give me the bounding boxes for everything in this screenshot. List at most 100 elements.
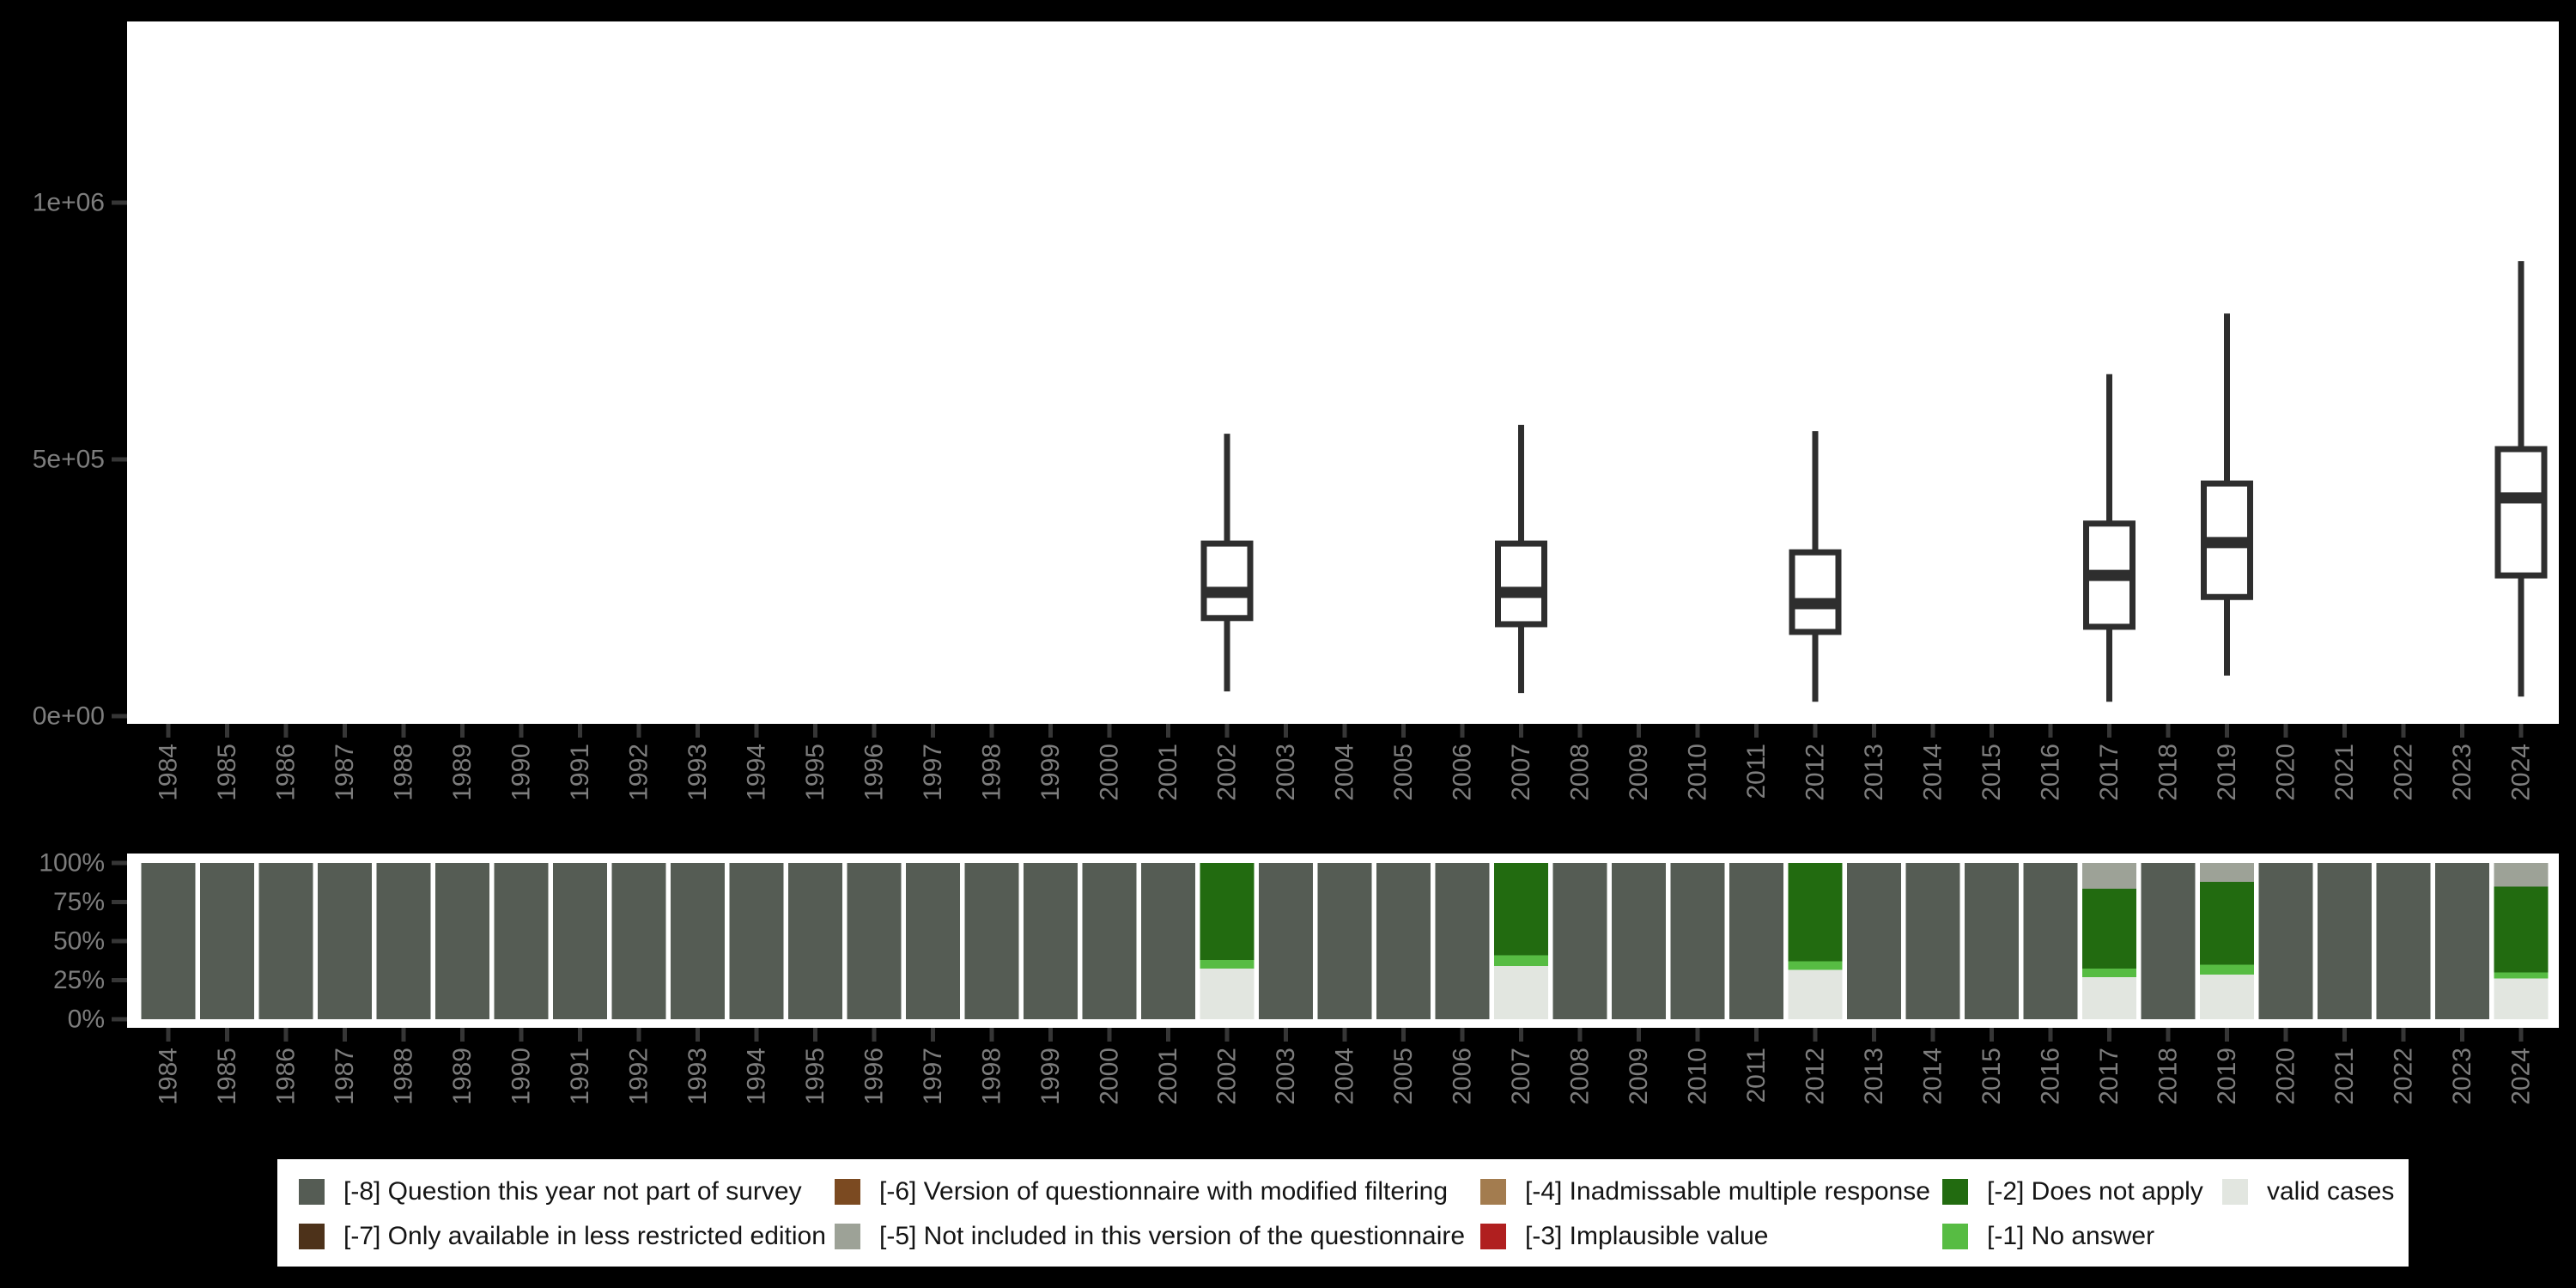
bar-segment-valid	[2494, 978, 2549, 1019]
bar-segment--8	[200, 863, 254, 1019]
bar-segment--1	[1200, 959, 1255, 969]
y-axis-tick-label: 50%	[53, 927, 105, 956]
x-axis-year-label: 1992	[625, 1048, 653, 1105]
bar-segment-valid	[1788, 969, 1843, 1019]
x-axis-year-label: 2007	[1507, 744, 1535, 801]
x-axis-year-label: 2022	[2390, 744, 2418, 801]
bar-segment--8	[1729, 863, 1783, 1019]
bar-segment--8	[1376, 863, 1431, 1019]
x-axis-year-label: 2014	[1919, 1048, 1947, 1105]
x-axis-year-label: 2013	[1860, 744, 1888, 801]
x-axis-year-label: 1985	[213, 1048, 241, 1105]
bar-segment--8	[1670, 863, 1725, 1019]
x-axis-year-label: 1997	[919, 1048, 947, 1105]
x-axis-year-label: 2009	[1625, 1048, 1653, 1105]
y-axis-tick-label: 0e+00	[33, 702, 105, 731]
x-axis-year-label: 2010	[1684, 1048, 1712, 1105]
legend-swatch	[2222, 1179, 2248, 1205]
legend-item: [-2] Does not apply	[1942, 1176, 2203, 1207]
x-axis-year-label: 2021	[2330, 1048, 2359, 1105]
boxplot-box	[2494, 446, 2548, 579]
x-axis-year-label: 1999	[1036, 1048, 1065, 1105]
y-axis-tick-label: 5e+05	[33, 446, 105, 474]
bar-segment--8	[1317, 863, 1372, 1019]
x-axis-year-label: 2015	[1978, 1048, 2006, 1105]
bar-segment--8	[494, 863, 549, 1019]
y-axis-tick-label: 100%	[39, 849, 105, 878]
x-axis-year-label: 2010	[1684, 744, 1712, 801]
x-axis-year-label: 2018	[2154, 744, 2183, 801]
bar-segment--8	[671, 863, 725, 1019]
legend-item-label: [-4] Inadmissable multiple response	[1525, 1177, 1930, 1206]
bar-segment-valid	[2200, 975, 2254, 1019]
x-axis-year-label: 1991	[566, 744, 594, 801]
bar-segment--8	[258, 863, 313, 1019]
legend-item: [-1] No answer	[1942, 1221, 2154, 1252]
bar-segment--5	[2494, 863, 2549, 887]
bar-segment--8	[1082, 863, 1137, 1019]
bar-segment-valid	[1494, 966, 1548, 1019]
x-axis-year-label: 1996	[860, 1048, 889, 1105]
y-axis-tick-label: 75%	[53, 888, 105, 916]
bar-segment--8	[1612, 863, 1666, 1019]
x-axis-year-label: 2011	[1742, 1048, 1771, 1103]
x-axis-year-label: 1986	[272, 1048, 301, 1105]
x-axis-year-label: 2005	[1389, 1048, 1418, 1105]
x-axis-year-label: 1998	[978, 744, 1006, 801]
x-axis-year-label: 2011	[1742, 744, 1771, 799]
x-axis-year-label: 1993	[683, 744, 712, 801]
boxplot-box	[1495, 540, 1547, 628]
legend-swatch	[835, 1224, 860, 1249]
x-axis-year-label: 2020	[2272, 744, 2300, 801]
legend-item: [-5] Not included in this version of the…	[835, 1221, 1465, 1252]
bar-segment--8	[2023, 863, 2078, 1019]
x-axis-year-label: 2006	[1449, 744, 1477, 801]
x-axis-year-label: 1987	[331, 744, 359, 801]
bar-segment--1	[2082, 968, 2136, 977]
legend-swatch	[1942, 1179, 1968, 1205]
x-axis-year-label: 2024	[2507, 1048, 2536, 1105]
bar-segment--8	[2376, 863, 2431, 1019]
x-axis-year-label: 1990	[507, 744, 536, 801]
x-axis-year-label: 2023	[2448, 1048, 2476, 1105]
bar-segment--2	[2494, 886, 2549, 973]
bar-segment--8	[318, 863, 372, 1019]
x-axis-year-label: 1989	[448, 744, 477, 801]
x-axis-year-label: 1988	[390, 1048, 418, 1105]
bar-segment--8	[611, 863, 666, 1019]
x-axis-year-label: 1994	[743, 744, 771, 801]
x-axis-year-label: 2003	[1272, 1048, 1300, 1105]
x-axis-year-label: 2020	[2272, 1048, 2300, 1105]
y-axis-tick-label: 1e+06	[33, 189, 105, 217]
x-axis-year-label: 1989	[448, 1048, 477, 1105]
x-axis-year-label: 1997	[919, 744, 947, 801]
bar-segment--8	[2258, 863, 2313, 1019]
bar-segment--1	[1494, 955, 1548, 967]
x-axis-year-label: 2015	[1978, 744, 2006, 801]
x-axis-year-label: 1996	[860, 744, 889, 801]
bar-segment--8	[906, 863, 960, 1019]
legend-item-label: [-6] Version of questionnaire with modif…	[879, 1177, 1449, 1206]
x-axis-year-label: 1995	[801, 1048, 829, 1105]
bar-segment--8	[1965, 863, 2019, 1019]
legend-item-label: [-5] Not included in this version of the…	[879, 1222, 1466, 1250]
x-axis-year-label: 1985	[213, 744, 241, 801]
x-axis-year-label: 2002	[1213, 1048, 1242, 1105]
x-axis-year-label: 2012	[1801, 744, 1830, 801]
legend-item-label: [-3] Implausible value	[1525, 1222, 1769, 1250]
bar-segment--2	[1788, 863, 1843, 962]
x-axis-year-label: 2008	[1566, 744, 1595, 801]
bar-segment--8	[553, 863, 607, 1019]
x-axis-year-label: 1991	[566, 1048, 594, 1105]
legend-item: [-8] Question this year not part of surv…	[299, 1176, 802, 1207]
legend: [-8] Question this year not part of surv…	[277, 1159, 2409, 1267]
x-axis-year-label: 2004	[1331, 1048, 1359, 1105]
bar-segment--8	[1905, 863, 1960, 1019]
x-axis-year-label: 1984	[155, 1048, 183, 1105]
x-axis-year-label: 2019	[2213, 744, 2241, 801]
legend-item: [-3] Implausible value	[1480, 1221, 1768, 1252]
x-axis-year-label: 2017	[2095, 744, 2123, 801]
bar-segment--1	[2494, 972, 2549, 979]
